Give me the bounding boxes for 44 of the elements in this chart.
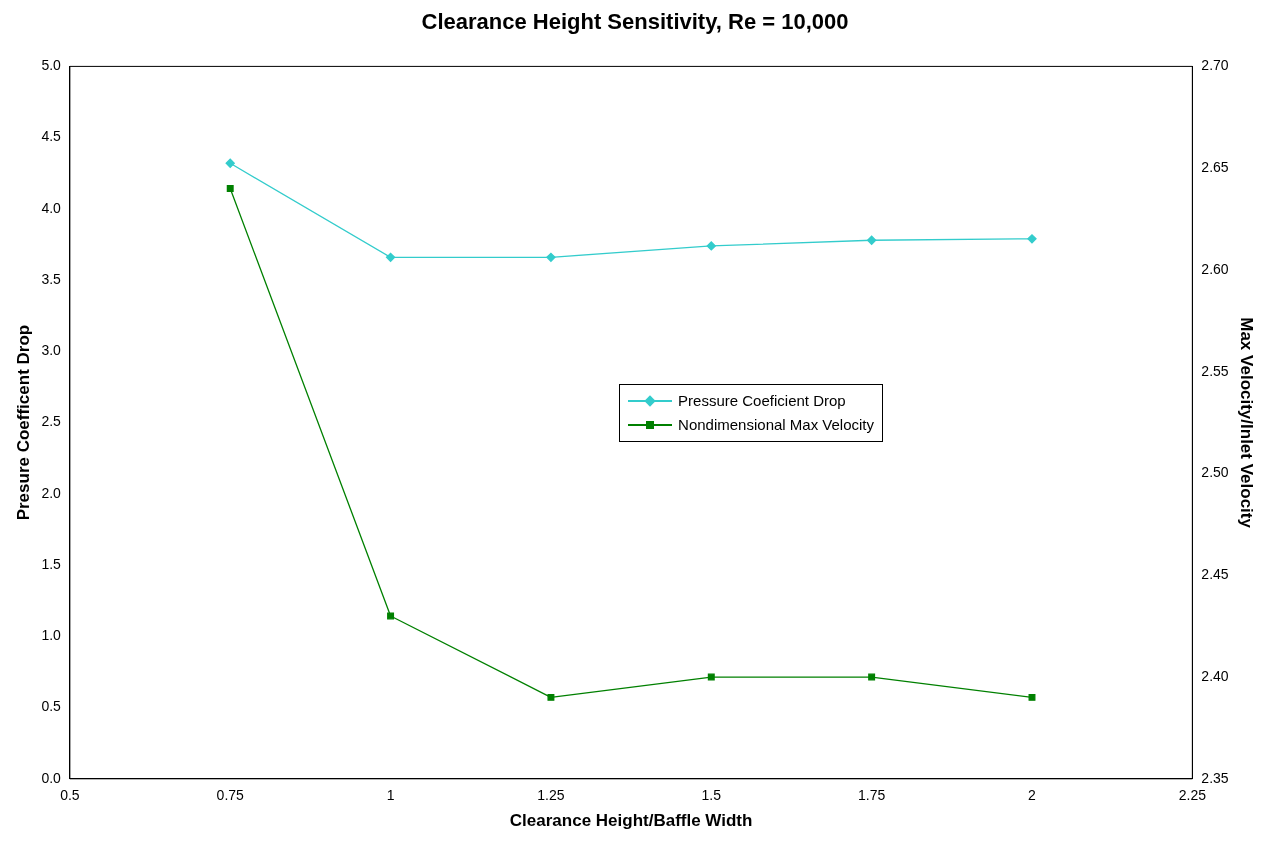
y-tick-label: 2.5 [41,413,62,430]
y-tick-label: 4.0 [41,199,62,216]
y-tick-label: 1.5 [41,555,62,572]
y-tick-label: 0.5 [41,698,62,715]
x-tick-label: 2.25 [1178,787,1207,804]
y2-tick-label: 2.60 [1201,260,1229,277]
point [546,252,556,262]
y2-tick-label: 2.70 [1201,57,1229,74]
y-tick-label: 3.5 [41,270,62,287]
point [225,158,235,168]
y-axis-title: Presure Coefficent Drop [13,324,33,521]
point [385,252,396,262]
y-tick-label: 2.0 [41,484,62,501]
y2-tick-label: 2.45 [1201,566,1229,583]
x-tick-label: 1.25 [537,787,565,804]
y2-axis-title: Max Velocity/Inlet Velocity [1237,317,1257,529]
point [547,693,555,701]
x-axis-title: Clearance Height/Baffle Width [509,811,753,831]
y-tick-label: 1.0 [41,627,62,644]
x-tick-label: 2 [1028,787,1037,804]
y2-tick-label: 2.35 [1201,769,1229,786]
point [866,235,877,245]
y-tick-label: 4.5 [41,128,62,145]
y2-tick-label: 2.40 [1201,667,1229,684]
y-tick-label: 3.0 [41,342,62,359]
y2-tick-label: 2.55 [1201,362,1229,379]
point [1027,234,1037,244]
y-tick-label: 5.0 [41,57,62,74]
legend-label: Pressure Coeficient Drop [678,392,846,410]
point [226,185,234,192]
y2-tick-label: 2.65 [1201,159,1229,176]
legend-label: Nondimensional Max Velocity [678,416,875,434]
y-tick-label: 0.0 [41,769,62,786]
y2-tick-label: 2.50 [1201,464,1229,481]
chart-title: Clearance Height Sensitivity, Re = 10,000 [421,9,849,35]
x-tick-label: 1.5 [701,787,722,804]
point [707,673,715,681]
point [387,612,395,620]
x-tick-label: 0.5 [60,787,80,804]
point [706,241,716,251]
point [868,673,876,681]
x-tick-label: 1 [386,787,395,804]
x-tick-label: 0.75 [216,787,245,804]
x-tick-label: 1.75 [858,787,886,804]
